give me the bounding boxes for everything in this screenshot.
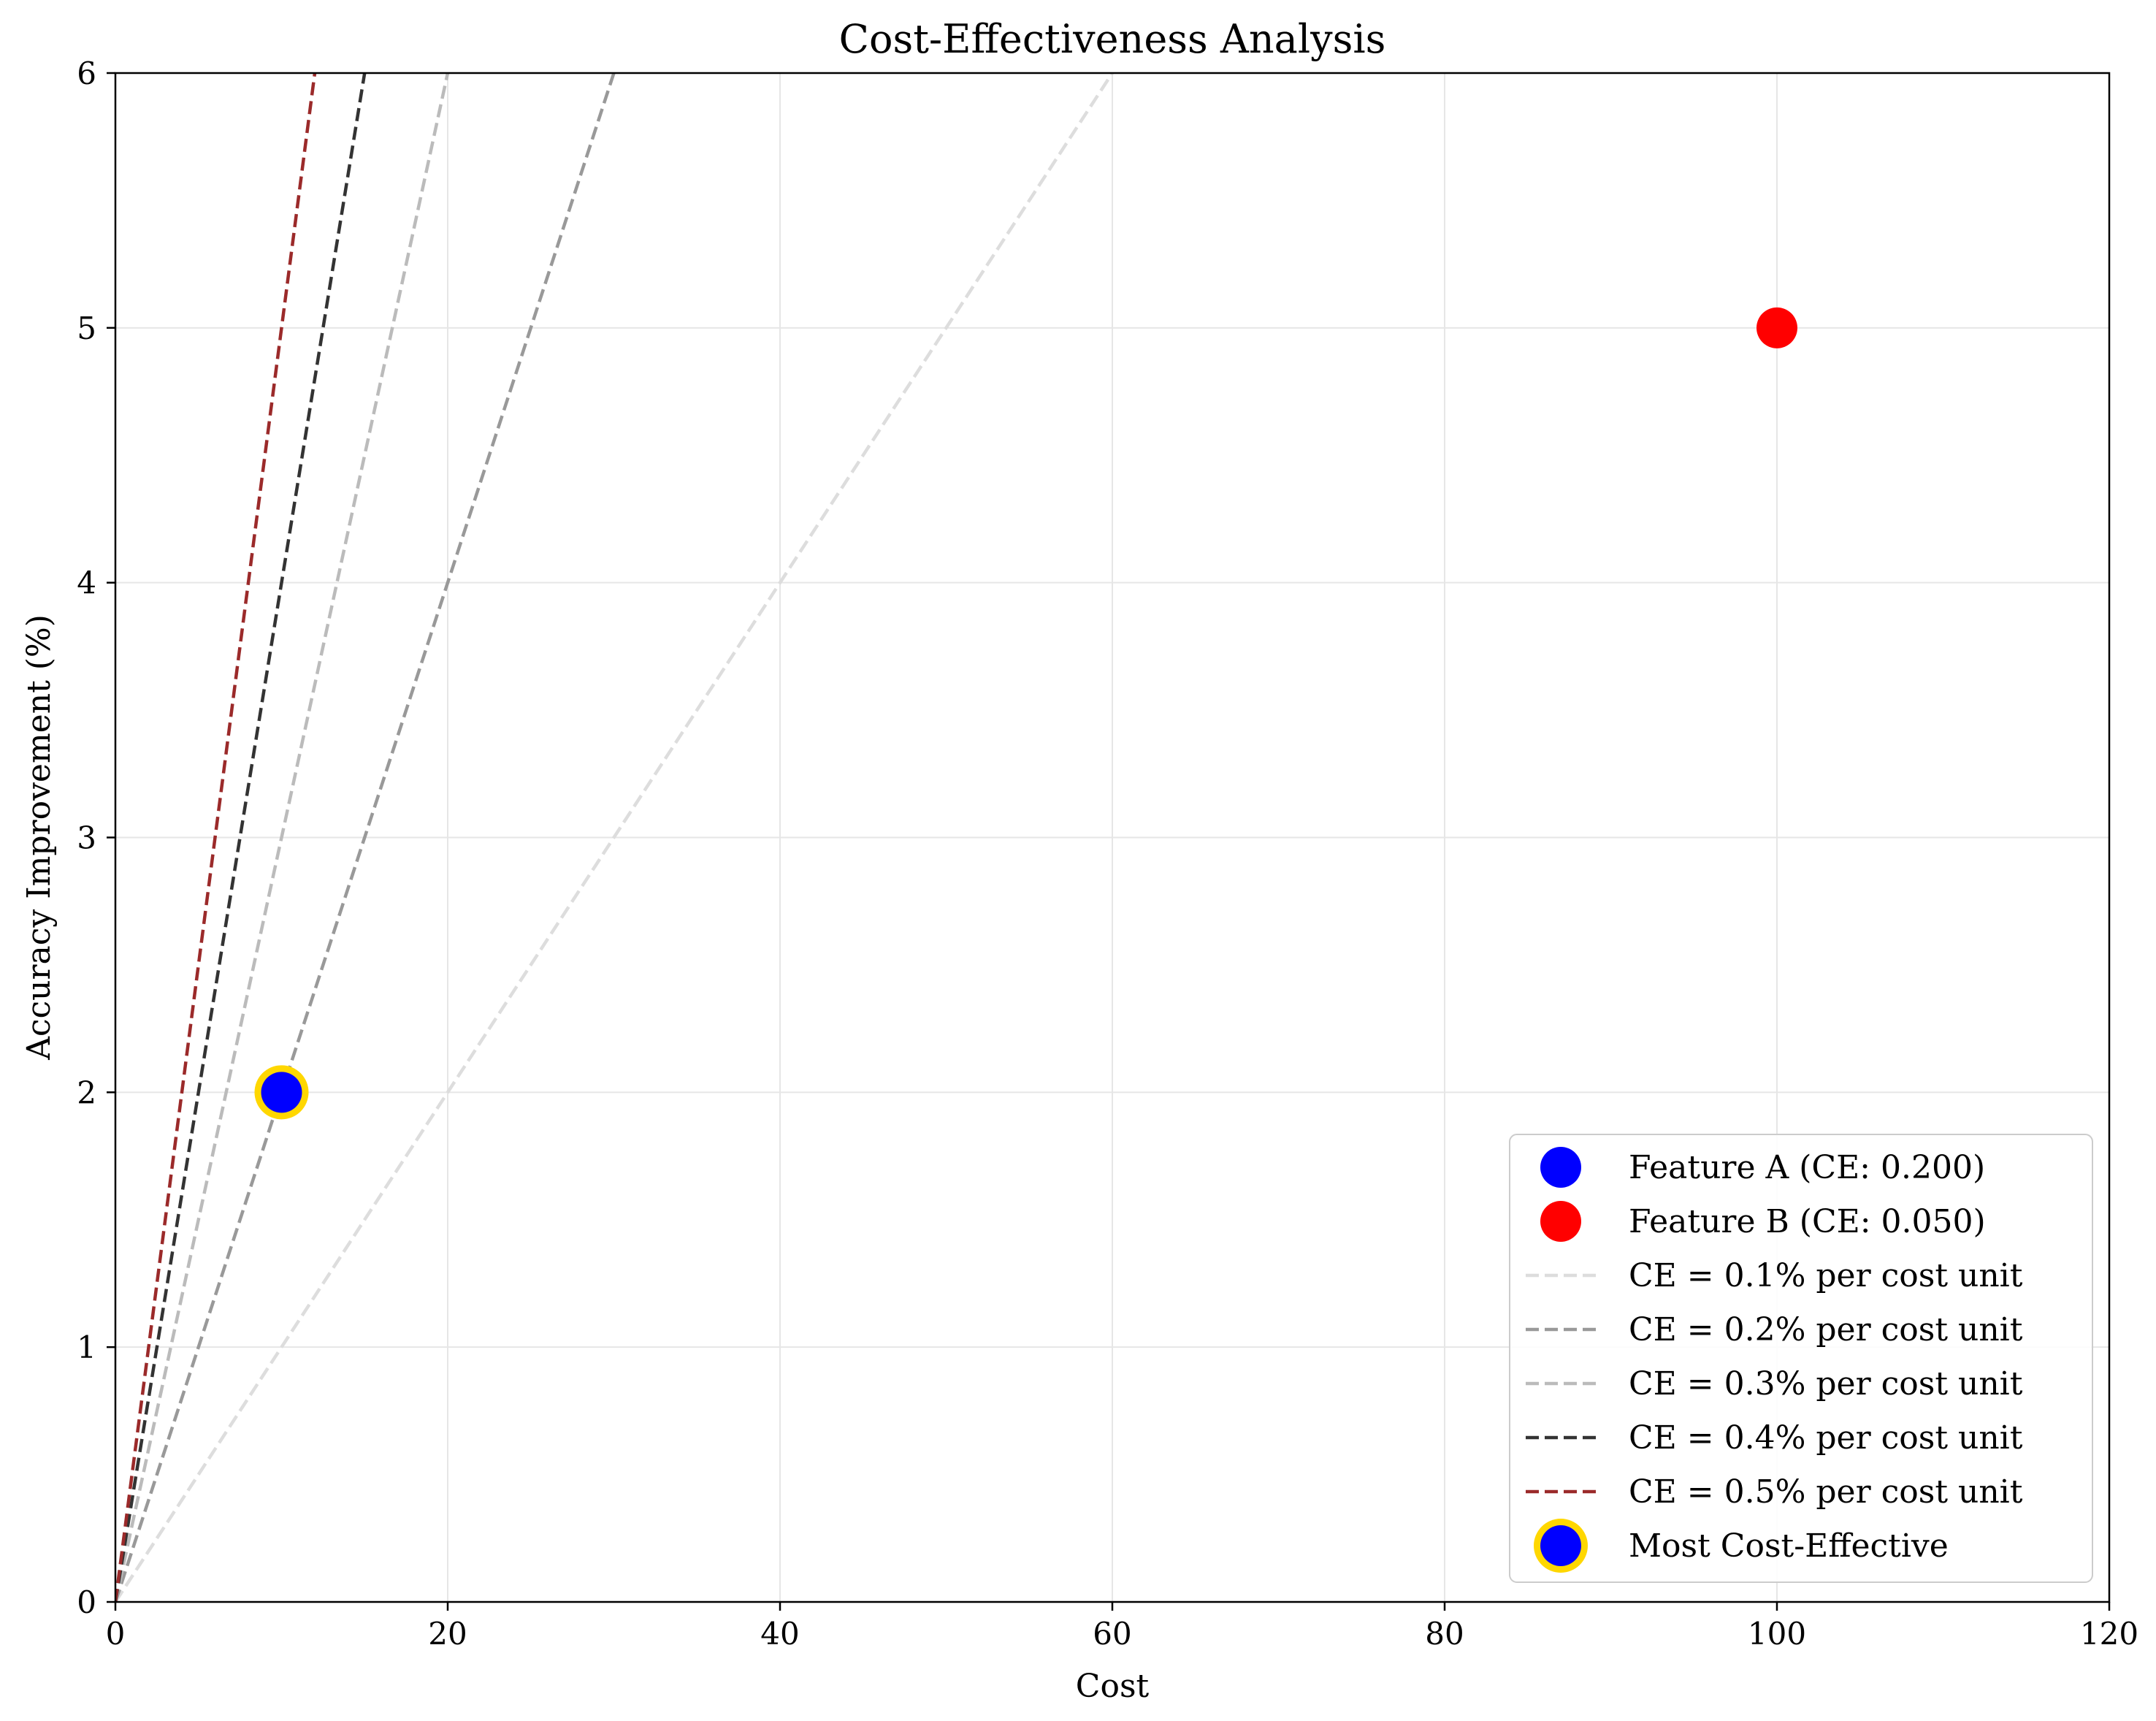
y-tick-label: 3: [77, 820, 96, 856]
legend-label: Most Cost-Effective: [1629, 1527, 1949, 1565]
legend-label: CE = 0.5% per cost unit: [1629, 1473, 2023, 1511]
x-tick-label: 0: [106, 1616, 126, 1652]
data-point: [261, 1072, 302, 1113]
data-point: [1756, 307, 1797, 348]
legend-label: Feature A (CE: 0.200): [1629, 1149, 1985, 1186]
x-axis-label: Cost: [1076, 1668, 1150, 1705]
legend-label: CE = 0.4% per cost unit: [1629, 1419, 2023, 1457]
reference-line: [115, 73, 450, 1602]
x-tick-label: 40: [760, 1616, 799, 1652]
y-tick-label: 6: [77, 56, 96, 91]
x-tick-label: 80: [1425, 1616, 1464, 1652]
chart-title: Cost-Effectiveness Analysis: [839, 16, 1386, 62]
data-points: [254, 307, 1797, 1120]
x-tick-label: 120: [2080, 1616, 2138, 1652]
x-tick-label: 100: [1748, 1616, 1806, 1652]
y-axis-label: Accuracy Improvement (%): [20, 614, 58, 1061]
legend-label: CE = 0.2% per cost unit: [1629, 1311, 2023, 1348]
legend-frame: [1509, 1134, 2093, 1583]
legend: Feature A (CE: 0.200) Feature B (CE: 0.05…: [1509, 1134, 2093, 1583]
legend-label: CE = 0.1% per cost unit: [1629, 1257, 2023, 1294]
x-tick-label: 60: [1093, 1616, 1131, 1652]
y-tick-label: 5: [77, 310, 96, 346]
y-tick-label: 4: [77, 565, 96, 601]
y-tick-label: 1: [77, 1329, 96, 1365]
reference-line: [115, 73, 367, 1602]
reference-line: [115, 73, 616, 1602]
reference-lines: [115, 73, 1114, 1602]
legend-label: Feature B (CE: 0.050): [1629, 1203, 1986, 1240]
reference-line: [115, 73, 317, 1602]
y-tick-label: 2: [77, 1075, 96, 1110]
x-tick-label: 20: [428, 1616, 467, 1652]
y-tick-label: 0: [77, 1584, 96, 1620]
reference-line: [115, 73, 1114, 1602]
legend-marker: [1540, 1147, 1581, 1188]
axis-ticks: 0 20 40 60 80 100 120 0 1 2 3 4 5 6: [77, 56, 2138, 1652]
legend-marker: [1540, 1201, 1581, 1242]
legend-label: CE = 0.3% per cost unit: [1629, 1365, 2023, 1403]
legend-marker: [1540, 1525, 1581, 1566]
